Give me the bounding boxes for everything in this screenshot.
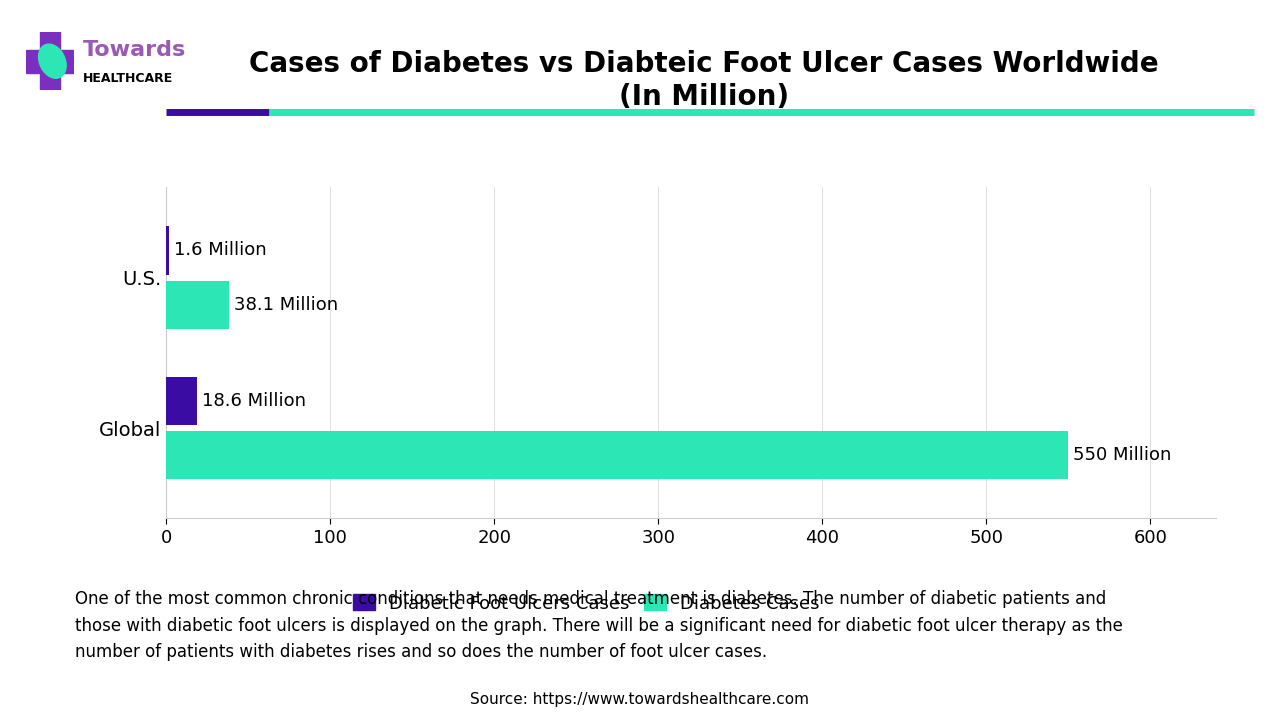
- Text: 550 Million: 550 Million: [1074, 446, 1171, 464]
- Bar: [26, 50, 74, 73]
- Text: 38.1 Million: 38.1 Million: [234, 296, 338, 314]
- Text: One of the most common chronic conditions that needs medical treatment is diabet: One of the most common chronic condition…: [74, 590, 1123, 661]
- Text: HEALTHCARE: HEALTHCARE: [83, 72, 174, 85]
- Bar: [166, 226, 169, 274]
- Text: 1.6 Million: 1.6 Million: [174, 241, 266, 259]
- Ellipse shape: [38, 44, 67, 78]
- Text: Source: https://www.towardshealthcare.com: Source: https://www.towardshealthcare.co…: [471, 692, 809, 707]
- Bar: [166, 281, 229, 329]
- Text: Towards: Towards: [83, 40, 187, 60]
- Bar: [166, 431, 1069, 480]
- Legend: Diabetic Foot Ulcers Cases, Diabetes Cases: Diabetic Foot Ulcers Cases, Diabetes Cas…: [346, 587, 827, 620]
- Text: Cases of Diabetes vs Diabteic Foot Ulcer Cases Worldwide
(In Million): Cases of Diabetes vs Diabteic Foot Ulcer…: [250, 50, 1158, 111]
- Bar: [40, 32, 60, 90]
- Text: 18.6 Million: 18.6 Million: [202, 392, 306, 410]
- Bar: [166, 377, 197, 425]
